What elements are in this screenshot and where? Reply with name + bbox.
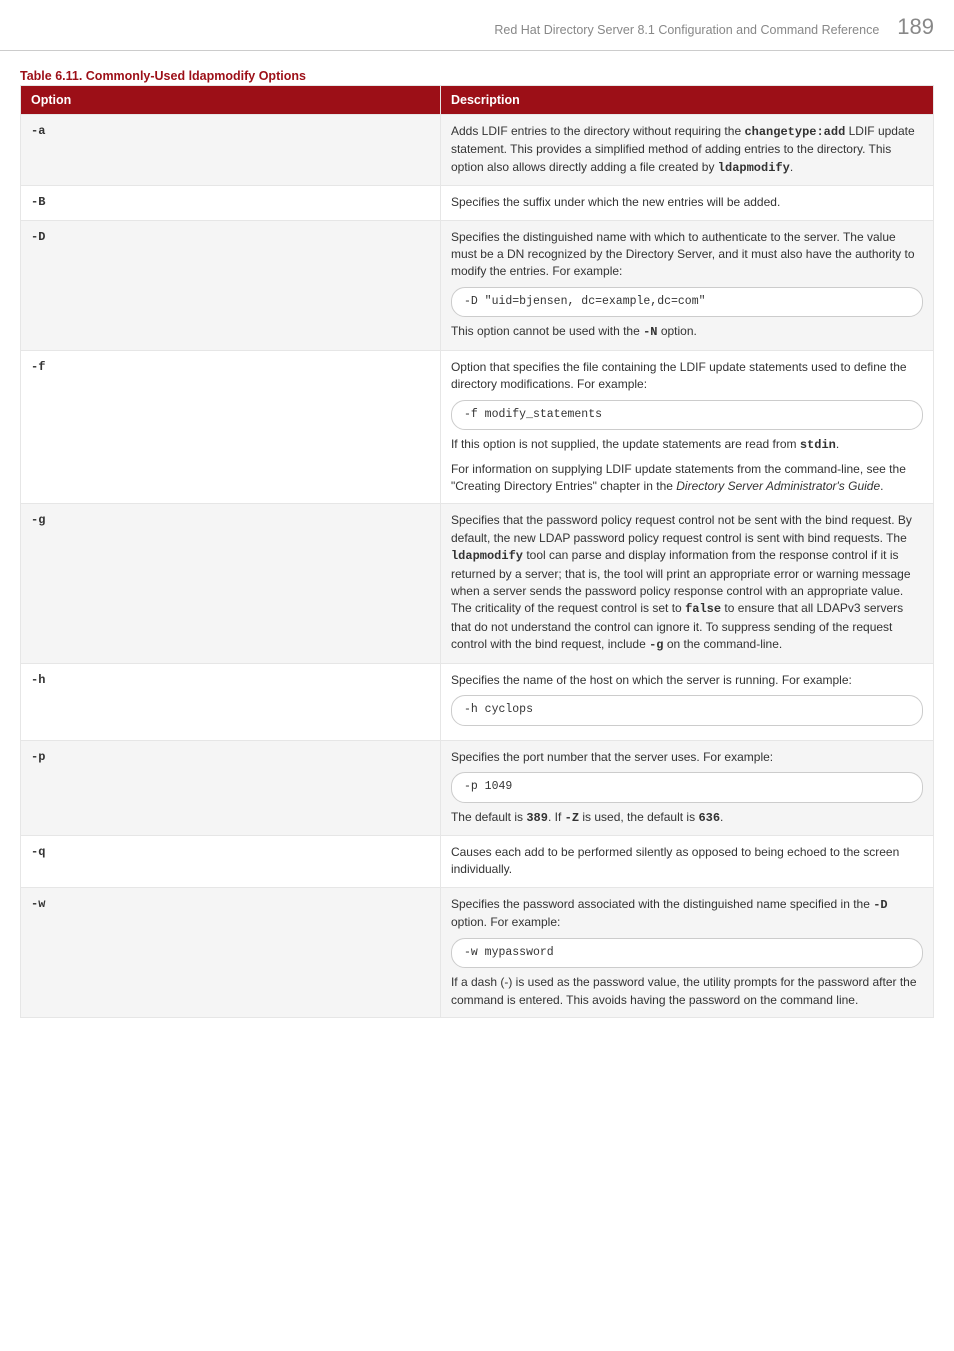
option-h: -h (21, 663, 441, 740)
table-row: -g Specifies that the password policy re… (21, 504, 934, 663)
page-number: 189 (897, 14, 934, 40)
desc-q: Causes each add to be performed silently… (440, 836, 933, 888)
desc-B: Specifies the suffix under which the new… (440, 186, 933, 220)
table-row: -a Adds LDIF entries to the directory wi… (21, 115, 934, 186)
desc-g: Specifies that the password policy reque… (440, 504, 933, 663)
table-row: -w Specifies the password associated wit… (21, 887, 934, 1017)
option-D: -D (21, 220, 441, 350)
option-p: -p (21, 740, 441, 835)
desc-D: Specifies the distinguished name with wh… (440, 220, 933, 350)
table-row: -B Specifies the suffix under which the … (21, 186, 934, 220)
option-w: -w (21, 887, 441, 1017)
desc-h: Specifies the name of the host on which … (440, 663, 933, 740)
option-g: -g (21, 504, 441, 663)
table-caption: Table 6.11. Commonly-Used ldapmodify Opt… (20, 69, 934, 83)
table-row: -p Specifies the port number that the se… (21, 740, 934, 835)
code-example: -D "uid=bjensen, dc=example,dc=com" (451, 287, 923, 318)
code-example: -h cyclops (451, 695, 923, 726)
option-a: -a (21, 115, 441, 186)
code-example: -p 1049 (451, 772, 923, 803)
desc-f: Option that specifies the file containin… (440, 350, 933, 504)
option-q: -q (21, 836, 441, 888)
header-title: Red Hat Directory Server 8.1 Configurati… (494, 23, 879, 37)
table-row: -D Specifies the distinguished name with… (21, 220, 934, 350)
table-row: -h Specifies the name of the host on whi… (21, 663, 934, 740)
table-row: -q Causes each add to be performed silen… (21, 836, 934, 888)
col-header-description: Description (440, 86, 933, 115)
code-example: -w mypassword (451, 938, 923, 969)
option-f: -f (21, 350, 441, 504)
content: Table 6.11. Commonly-Used ldapmodify Opt… (0, 51, 954, 1048)
desc-p: Specifies the port number that the serve… (440, 740, 933, 835)
col-header-option: Option (21, 86, 441, 115)
code-example: -f modify_statements (451, 400, 923, 431)
page-header: Red Hat Directory Server 8.1 Configurati… (0, 0, 954, 51)
table-row: -f Option that specifies the file contai… (21, 350, 934, 504)
option-B: -B (21, 186, 441, 220)
desc-a: Adds LDIF entries to the directory witho… (440, 115, 933, 186)
options-table: Option Description -a Adds LDIF entries … (20, 85, 934, 1018)
desc-w: Specifies the password associated with t… (440, 887, 933, 1017)
